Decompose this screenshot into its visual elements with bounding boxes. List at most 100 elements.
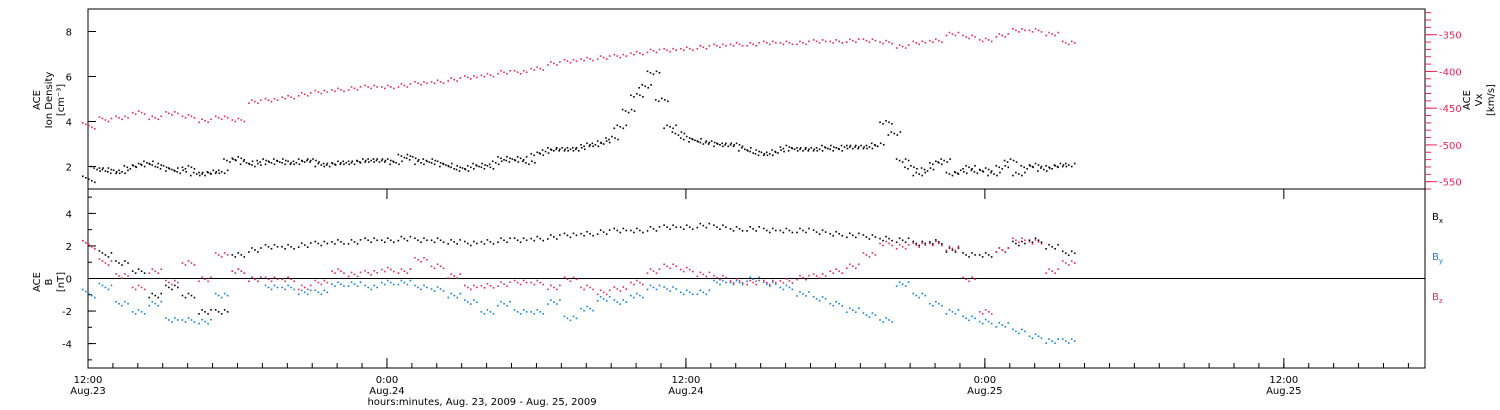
top-data-point xyxy=(838,40,840,43)
bottom-data-point xyxy=(370,273,372,276)
top-data-point xyxy=(124,172,126,175)
top-data-point xyxy=(184,117,187,119)
bottom-data-point xyxy=(270,280,273,283)
bottom-data-point xyxy=(107,264,110,266)
bottom-data-point xyxy=(907,237,910,240)
bottom-data-point xyxy=(602,231,605,233)
bottom-ylabel: [nT] xyxy=(56,272,67,292)
top-data-point xyxy=(812,39,815,41)
top-data-point xyxy=(276,159,278,162)
bottom-data-point xyxy=(779,280,782,282)
top-data-point xyxy=(480,74,483,76)
top-data-point xyxy=(655,51,658,54)
top-data-point xyxy=(467,76,469,79)
top-left-ylabel: ACE xyxy=(32,90,43,110)
bottom-data-point xyxy=(293,288,295,291)
top-data-point xyxy=(984,37,987,40)
top-data-point xyxy=(932,163,934,166)
top-data-point xyxy=(110,117,113,120)
top-data-point xyxy=(915,171,918,174)
top-data-point xyxy=(525,71,528,74)
bottom-data-point xyxy=(791,282,794,284)
bottom-tick-label: -4 xyxy=(62,340,72,351)
bottom-data-point xyxy=(550,299,552,301)
bottom-data-point xyxy=(808,291,810,293)
top-data-point xyxy=(174,111,176,113)
bottom-data-point xyxy=(716,281,718,284)
bottom-data-point xyxy=(426,239,428,242)
top-data-point xyxy=(602,143,605,145)
bottom-data-point xyxy=(367,286,369,289)
top-data-point xyxy=(932,168,935,171)
top-data-point xyxy=(534,162,536,164)
top-data-point xyxy=(987,168,990,171)
bottom-data-point xyxy=(1037,241,1040,243)
bottom-data-point xyxy=(921,242,924,244)
top-data-point xyxy=(943,159,945,162)
top-data-point xyxy=(260,99,262,101)
bottom-data-point xyxy=(118,302,120,305)
bottom-data-point xyxy=(486,239,489,241)
top-data-point xyxy=(605,140,608,142)
bottom-data-point xyxy=(121,304,123,307)
top-right-ylabel: Vx xyxy=(1474,94,1485,107)
bottom-data-point xyxy=(331,270,333,272)
top-data-point xyxy=(901,161,904,163)
top-data-point xyxy=(127,117,129,119)
top-data-point xyxy=(666,49,668,52)
top-data-point xyxy=(1065,165,1068,168)
bottom-data-point xyxy=(1061,260,1064,262)
top-data-point xyxy=(677,134,680,136)
top-data-point xyxy=(918,173,921,175)
bottom-data-point xyxy=(380,281,383,284)
bottom-data-point xyxy=(998,247,1001,249)
bottom-data-point xyxy=(350,271,353,274)
top-data-point xyxy=(489,166,492,169)
bottom-data-point xyxy=(198,322,200,325)
bottom-data-point xyxy=(522,279,525,282)
top-data-point xyxy=(1024,29,1026,32)
bottom-data-point xyxy=(519,313,522,315)
top-data-point xyxy=(898,44,901,46)
bottom-data-point xyxy=(852,265,854,268)
top-data-point xyxy=(1037,170,1039,172)
bottom-data-point xyxy=(841,272,843,274)
bottom-data-point xyxy=(542,313,545,315)
bottom-data-point xyxy=(547,303,549,305)
bottom-data-point xyxy=(716,226,718,229)
top-data-point xyxy=(605,137,607,139)
top-data-point xyxy=(647,87,649,89)
top-data-point xyxy=(198,121,200,124)
bottom-data-point xyxy=(426,258,428,261)
top-data-point xyxy=(563,150,566,152)
top-data-point xyxy=(380,86,383,88)
bottom-data-point xyxy=(805,278,807,281)
bottom-data-point xyxy=(140,270,143,272)
bottom-data-point xyxy=(871,312,874,314)
top-data-point xyxy=(503,159,505,161)
bottom-data-point xyxy=(713,224,715,227)
bottom-data-point xyxy=(805,295,807,297)
bottom-data-point xyxy=(616,301,619,303)
bottom-data-point xyxy=(447,296,449,299)
top-data-point xyxy=(488,163,491,166)
top-data-point xyxy=(561,147,563,149)
bottom-data-point xyxy=(397,283,400,286)
top-data-point xyxy=(425,159,428,162)
bottom-data-point xyxy=(553,236,555,238)
top-data-point xyxy=(790,147,793,149)
bottom-data-point xyxy=(924,294,927,297)
top-data-point xyxy=(738,43,741,46)
top-data-point xyxy=(309,161,311,163)
top-data-point xyxy=(152,160,154,163)
top-data-point xyxy=(395,162,397,164)
top-data-point xyxy=(525,156,528,158)
top-data-point xyxy=(259,161,261,163)
bottom-data-point xyxy=(841,234,843,237)
bottom-data-point xyxy=(539,281,542,284)
top-data-point xyxy=(300,159,303,162)
top-data-point xyxy=(389,163,391,166)
bottom-data-point xyxy=(343,285,345,287)
top-data-point xyxy=(262,158,264,160)
bottom-data-point xyxy=(137,309,140,311)
